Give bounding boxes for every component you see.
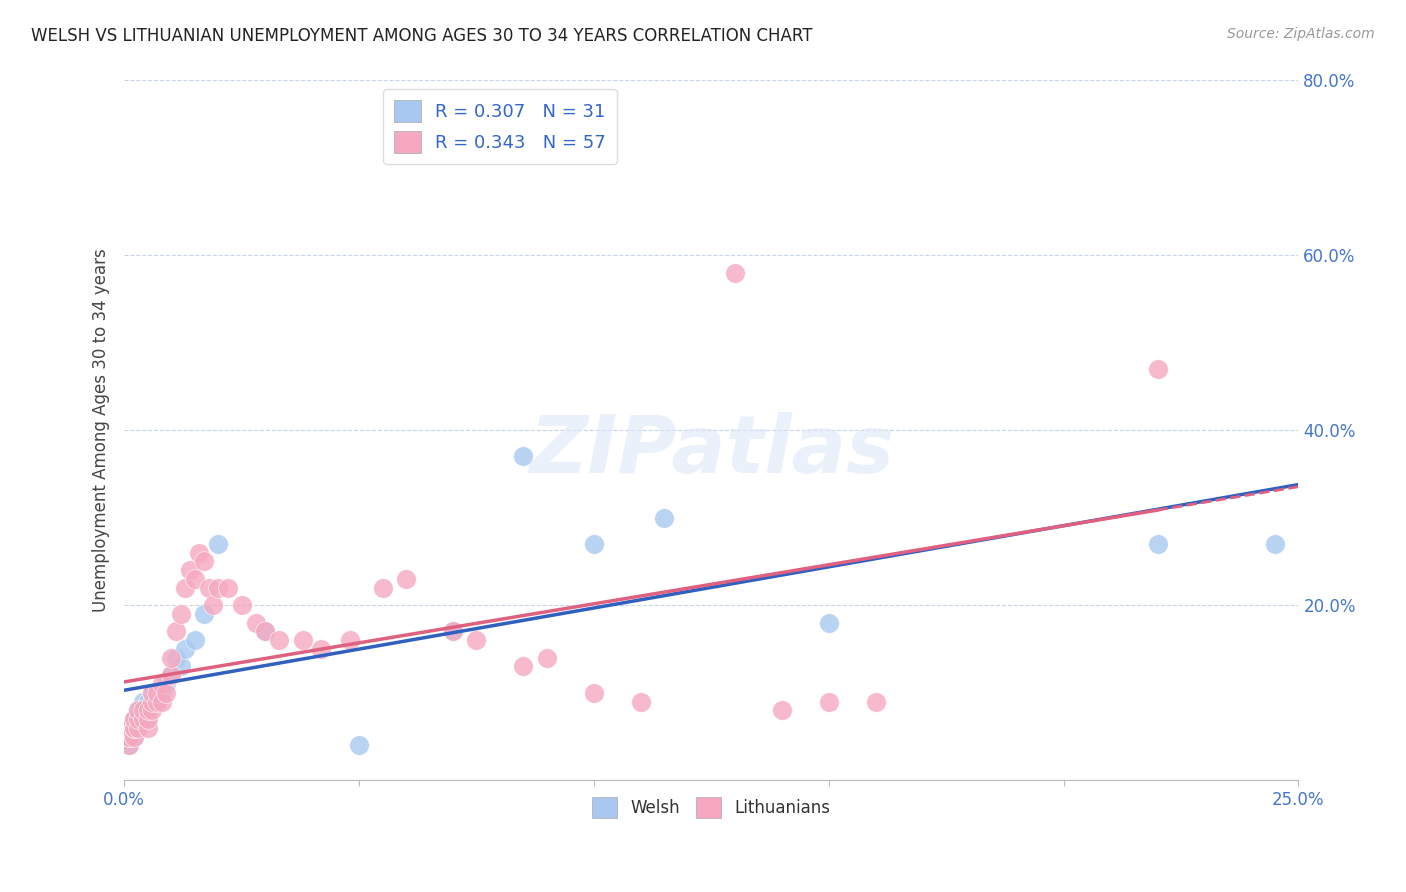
Point	[160, 668, 183, 682]
Point	[207, 537, 229, 551]
Point	[183, 572, 205, 586]
Point	[1146, 537, 1168, 551]
Text: Source: ZipAtlas.com: Source: ZipAtlas.com	[1227, 27, 1375, 41]
Point	[136, 694, 159, 708]
Point	[183, 633, 205, 648]
Point	[155, 677, 177, 691]
Point	[217, 581, 239, 595]
Point	[118, 739, 141, 753]
Point	[311, 642, 333, 657]
Point	[127, 712, 149, 726]
Point	[122, 721, 145, 735]
Point	[169, 607, 191, 621]
Point	[512, 659, 534, 673]
Point	[160, 668, 183, 682]
Point	[146, 686, 169, 700]
Point	[160, 650, 183, 665]
Point	[150, 694, 173, 708]
Point	[269, 633, 291, 648]
Point	[254, 624, 277, 639]
Point	[127, 703, 149, 717]
Point	[582, 537, 605, 551]
Point	[582, 686, 605, 700]
Point	[188, 546, 211, 560]
Point	[536, 650, 558, 665]
Point	[291, 633, 314, 648]
Point	[165, 624, 187, 639]
Point	[174, 581, 197, 595]
Point	[118, 739, 141, 753]
Point	[231, 598, 253, 612]
Point	[817, 615, 839, 630]
Point	[132, 703, 155, 717]
Point	[207, 581, 229, 595]
Point	[770, 703, 793, 717]
Point	[150, 686, 173, 700]
Point	[141, 686, 163, 700]
Point	[132, 694, 155, 708]
Point	[724, 266, 747, 280]
Point	[155, 686, 177, 700]
Legend: Welsh, Lithuanians: Welsh, Lithuanians	[585, 791, 838, 824]
Point	[127, 721, 149, 735]
Point	[1146, 362, 1168, 376]
Point	[136, 703, 159, 717]
Point	[202, 598, 225, 612]
Point	[141, 694, 163, 708]
Point	[865, 694, 887, 708]
Point	[254, 624, 277, 639]
Text: WELSH VS LITHUANIAN UNEMPLOYMENT AMONG AGES 30 TO 34 YEARS CORRELATION CHART: WELSH VS LITHUANIAN UNEMPLOYMENT AMONG A…	[31, 27, 813, 45]
Point	[441, 624, 464, 639]
Point	[122, 712, 145, 726]
Point	[132, 712, 155, 726]
Point	[193, 607, 215, 621]
Point	[122, 712, 145, 726]
Point	[118, 730, 141, 744]
Point	[132, 712, 155, 726]
Point	[347, 739, 370, 753]
Point	[127, 721, 149, 735]
Point	[122, 730, 145, 744]
Point	[441, 624, 464, 639]
Point	[654, 510, 676, 524]
Point	[395, 572, 418, 586]
Point	[127, 703, 149, 717]
Point	[174, 642, 197, 657]
Point	[371, 581, 394, 595]
Point	[165, 650, 187, 665]
Point	[122, 721, 145, 735]
Point	[179, 563, 201, 577]
Text: ZIPatlas: ZIPatlas	[529, 412, 894, 490]
Point	[817, 694, 839, 708]
Point	[146, 694, 169, 708]
Point	[150, 677, 173, 691]
Y-axis label: Unemployment Among Ages 30 to 34 years: Unemployment Among Ages 30 to 34 years	[93, 248, 110, 612]
Point	[118, 721, 141, 735]
Point	[465, 633, 488, 648]
Point	[118, 730, 141, 744]
Point	[1264, 537, 1286, 551]
Point	[245, 615, 267, 630]
Point	[146, 694, 169, 708]
Point	[136, 703, 159, 717]
Point	[169, 659, 191, 673]
Point	[136, 712, 159, 726]
Point	[197, 581, 219, 595]
Point	[141, 703, 163, 717]
Point	[512, 450, 534, 464]
Point	[339, 633, 361, 648]
Point	[136, 721, 159, 735]
Point	[118, 730, 141, 744]
Point	[193, 554, 215, 568]
Point	[141, 686, 163, 700]
Point	[122, 721, 145, 735]
Point	[630, 694, 652, 708]
Point	[122, 730, 145, 744]
